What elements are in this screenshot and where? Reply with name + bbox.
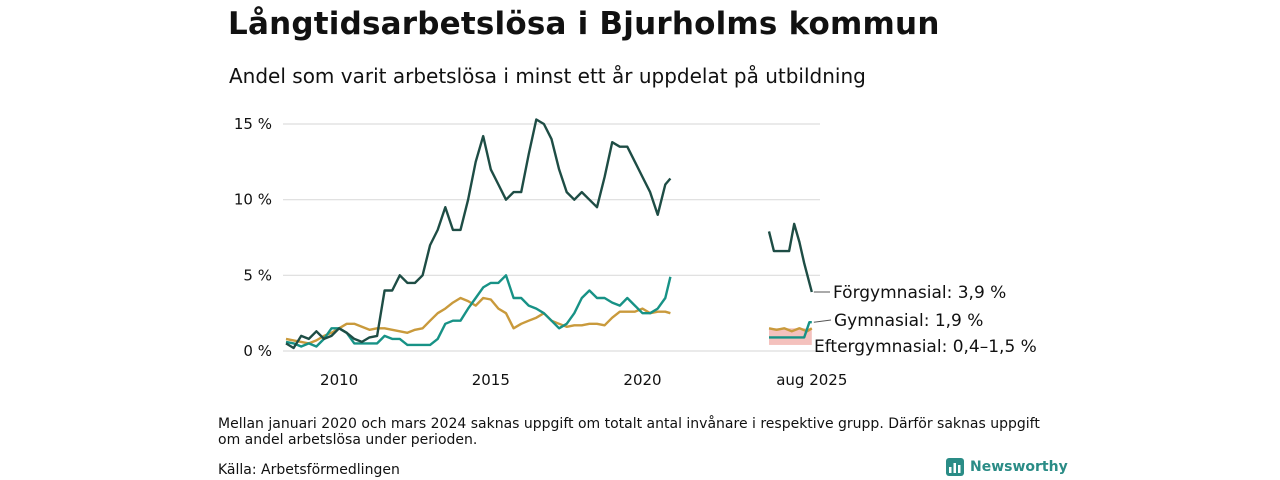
y-tick-label: 0 % [243, 342, 272, 360]
gymnasial-line [285, 274, 672, 348]
y-tick-label: 5 % [243, 266, 272, 284]
y-tick-label: 15 % [234, 115, 272, 133]
x-tick-label: 2010 [320, 371, 358, 389]
brand[interactable]: Newsworthy [946, 458, 1068, 476]
x-tick-label: 2020 [623, 371, 661, 389]
x-tick-label: 2015 [472, 371, 510, 389]
series-lines [285, 118, 813, 350]
forgymnasial-end-label: Förgymnasial: 3,9 % [833, 283, 1006, 303]
chart-subtitle: Andel som varit arbetslösa i minst ett å… [229, 64, 866, 88]
brand-name: Newsworthy [970, 459, 1068, 475]
eftergymnasial-line [285, 296, 671, 345]
source-text: Källa: Arbetsförmedlingen [218, 462, 400, 478]
forgymnasial-line [285, 118, 672, 350]
x-tick-label: aug 2025 [776, 371, 847, 389]
footnote: Mellan januari 2020 och mars 2024 saknas… [218, 416, 1040, 448]
gymnasial-line [769, 321, 812, 339]
newsworthy-logo-icon [946, 458, 964, 476]
chart-title: Långtidsarbetslösa i Bjurholms kommun [228, 6, 940, 42]
gymnasial-end-label: Gymnasial: 1,9 % [834, 311, 983, 331]
axis-labels: 0 % 5 % 10 % 15 % 2010 2015 2020 aug 2025 [234, 115, 848, 389]
forgymnasial-line [767, 222, 813, 293]
end-labels: Förgymnasial: 3,9 % Gymnasial: 1,9 % Efter… [813, 283, 1037, 357]
gridlines [283, 123, 820, 352]
y-tick-label: 10 % [234, 191, 272, 209]
gymnasial-label-leader [813, 319, 832, 323]
eftergymnasial-end-label: Eftergymnasial: 0,4–1,5 % [814, 337, 1037, 357]
